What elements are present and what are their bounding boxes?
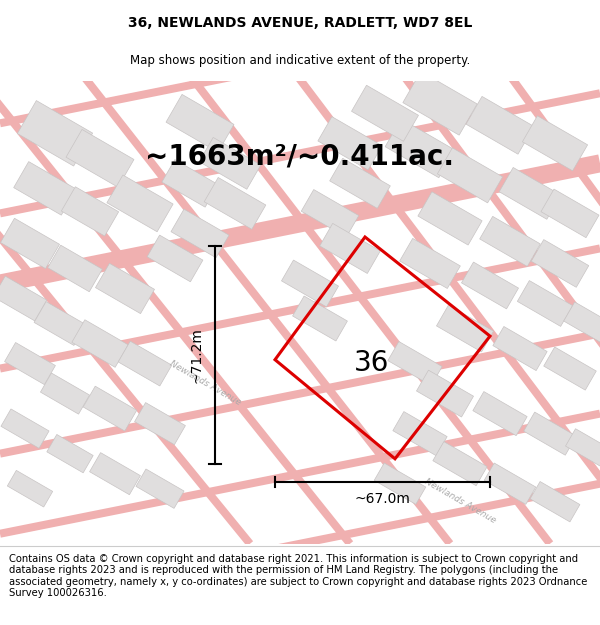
Polygon shape bbox=[544, 347, 596, 390]
Polygon shape bbox=[61, 187, 119, 236]
Polygon shape bbox=[199, 138, 261, 189]
Polygon shape bbox=[318, 117, 382, 170]
Polygon shape bbox=[400, 238, 460, 289]
Polygon shape bbox=[48, 245, 102, 292]
Polygon shape bbox=[136, 469, 184, 508]
Polygon shape bbox=[530, 481, 580, 522]
Polygon shape bbox=[418, 192, 482, 245]
Polygon shape bbox=[72, 320, 128, 368]
Polygon shape bbox=[17, 101, 92, 166]
Polygon shape bbox=[437, 148, 503, 203]
Polygon shape bbox=[83, 386, 137, 431]
Polygon shape bbox=[541, 189, 599, 238]
Polygon shape bbox=[393, 412, 447, 456]
Polygon shape bbox=[0, 244, 600, 372]
Polygon shape bbox=[0, 409, 600, 538]
Text: ~1663m²/~0.411ac.: ~1663m²/~0.411ac. bbox=[146, 142, 455, 171]
Text: ~71.2m: ~71.2m bbox=[189, 327, 203, 383]
Polygon shape bbox=[374, 463, 426, 504]
Polygon shape bbox=[0, 89, 600, 218]
Polygon shape bbox=[436, 305, 494, 352]
Polygon shape bbox=[531, 239, 589, 288]
Polygon shape bbox=[0, 0, 600, 127]
Polygon shape bbox=[320, 223, 380, 274]
Polygon shape bbox=[466, 96, 534, 154]
Polygon shape bbox=[447, 0, 600, 546]
Polygon shape bbox=[293, 296, 347, 341]
Polygon shape bbox=[403, 71, 477, 135]
Polygon shape bbox=[564, 302, 600, 345]
Polygon shape bbox=[162, 159, 218, 207]
Polygon shape bbox=[517, 281, 572, 326]
Polygon shape bbox=[479, 216, 541, 266]
Polygon shape bbox=[34, 302, 86, 346]
Polygon shape bbox=[473, 391, 527, 436]
Polygon shape bbox=[204, 177, 266, 229]
Polygon shape bbox=[47, 434, 93, 473]
Text: 36: 36 bbox=[353, 349, 389, 377]
Polygon shape bbox=[134, 402, 185, 444]
Polygon shape bbox=[0, 480, 600, 608]
Polygon shape bbox=[66, 129, 134, 188]
Polygon shape bbox=[524, 412, 576, 455]
Polygon shape bbox=[484, 463, 536, 504]
Polygon shape bbox=[147, 21, 553, 546]
Polygon shape bbox=[388, 341, 442, 386]
Polygon shape bbox=[247, 11, 600, 546]
Polygon shape bbox=[107, 175, 173, 232]
Text: 36, NEWLANDS AVENUE, RADLETT, WD7 8EL: 36, NEWLANDS AVENUE, RADLETT, WD7 8EL bbox=[128, 16, 472, 30]
Polygon shape bbox=[433, 442, 487, 486]
Polygon shape bbox=[499, 168, 561, 219]
Polygon shape bbox=[166, 94, 234, 152]
Polygon shape bbox=[301, 189, 359, 238]
Polygon shape bbox=[493, 326, 547, 371]
Polygon shape bbox=[0, 51, 253, 546]
Text: Contains OS data © Crown copyright and database right 2021. This information is : Contains OS data © Crown copyright and d… bbox=[9, 554, 587, 598]
Polygon shape bbox=[40, 373, 89, 414]
Polygon shape bbox=[1, 409, 49, 448]
Polygon shape bbox=[14, 162, 76, 215]
Polygon shape bbox=[0, 329, 600, 458]
Polygon shape bbox=[416, 370, 473, 417]
Text: ~67.0m: ~67.0m bbox=[355, 492, 410, 506]
Polygon shape bbox=[89, 452, 140, 495]
Polygon shape bbox=[0, 154, 600, 292]
Polygon shape bbox=[566, 429, 600, 469]
Polygon shape bbox=[5, 342, 55, 384]
Polygon shape bbox=[523, 116, 587, 171]
Text: Newlands Avenue: Newlands Avenue bbox=[423, 478, 497, 526]
Polygon shape bbox=[118, 341, 172, 386]
Text: Newlands Avenue: Newlands Avenue bbox=[168, 359, 242, 408]
Polygon shape bbox=[461, 262, 518, 309]
Polygon shape bbox=[171, 209, 229, 258]
Polygon shape bbox=[0, 41, 353, 546]
Polygon shape bbox=[95, 263, 155, 314]
Polygon shape bbox=[281, 260, 338, 307]
Polygon shape bbox=[1, 218, 59, 269]
Polygon shape bbox=[347, 1, 600, 546]
Polygon shape bbox=[7, 471, 53, 507]
Polygon shape bbox=[0, 276, 47, 321]
Polygon shape bbox=[352, 85, 418, 141]
Polygon shape bbox=[47, 31, 453, 546]
Polygon shape bbox=[147, 235, 203, 282]
Polygon shape bbox=[385, 119, 455, 178]
Text: Map shows position and indicative extent of the property.: Map shows position and indicative extent… bbox=[130, 54, 470, 68]
Polygon shape bbox=[329, 158, 391, 208]
